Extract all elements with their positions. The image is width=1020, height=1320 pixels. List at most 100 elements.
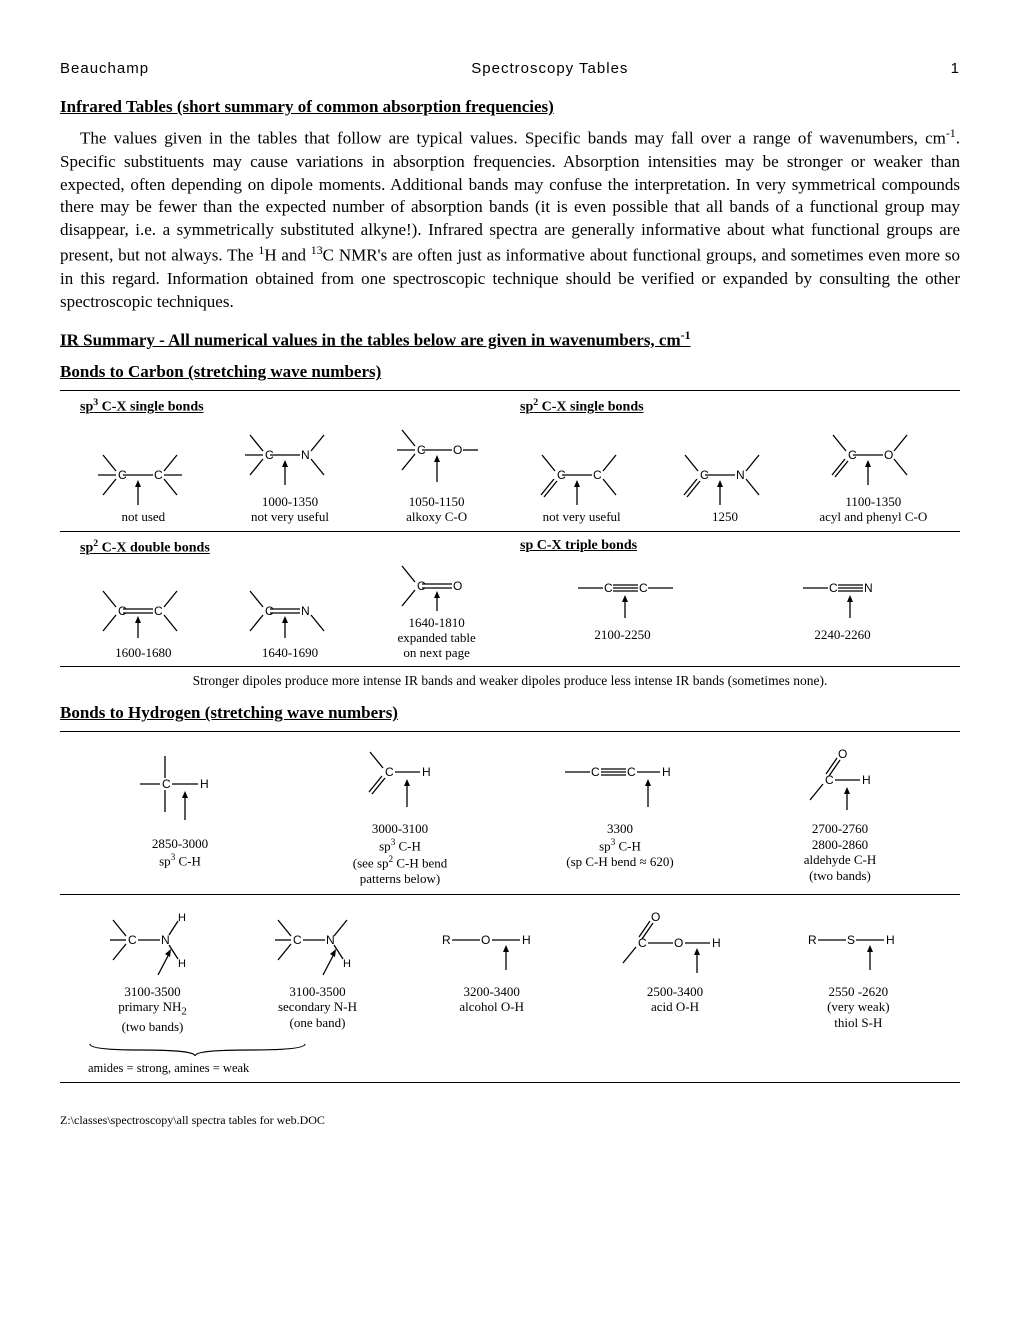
bond-range: 1640-1810 [382,616,492,631]
bond-item: C C not used [88,435,198,525]
bond-range: 1000-1350 [235,495,345,510]
header-center: Spectroscopy Tables [471,60,628,77]
svg-text:C: C [848,448,857,462]
para-text: . Specific substituents may cause variat… [60,129,960,265]
footer-filepath: Z:\classes\spectroscopy\all spectra tabl… [60,1113,960,1128]
bond-range: 2550 -2620 [767,984,950,1000]
bond-range: 2500-3400 [583,984,766,1000]
header-left: Beauchamp [60,60,149,77]
bond-range: not very useful [527,510,637,525]
bond-desc: patterns below) [290,871,510,887]
bond-item: C N 1640-1690 [235,576,345,661]
sp3-cn-icon: C N [235,420,345,495]
svg-text:C: C [128,933,137,947]
bond-desc: (two bands) [70,1019,235,1035]
svg-text:H: H [178,912,186,924]
diagram-row: C H 2850-3000 sp3 C-H C H [60,732,960,894]
sp2-cn-single-icon: C N [670,435,780,510]
cc-double-icon: C C [88,576,198,646]
svg-text:H: H [422,765,431,779]
bond-item: C H 2850-3000 sp3 C-H [70,742,290,886]
sp3-co-icon: C O [382,420,492,495]
bond-item: C C not very useful [527,435,637,525]
bond-range: 3100-3500 [235,984,400,1000]
svg-text:S: S [847,933,855,947]
title-bonds-hydrogen: Bonds to Hydrogen (stretching wave numbe… [60,703,960,723]
svg-text:O: O [674,936,683,950]
bond-item: C H 3000-3100 sp3 C-H (see sp2 C-H bend … [290,742,510,886]
para-sup: -1 [946,126,956,140]
svg-text:N: N [301,604,310,618]
svg-text:C: C [593,468,602,482]
svg-text:O: O [453,443,462,457]
bond-item: C N H H 3100-3500 primary NH2 (two bands… [70,905,235,1034]
brace-icon [70,1042,330,1058]
bond-desc: acyl and phenyl C-O [813,510,933,525]
bond-range: 1600-1680 [88,646,198,661]
bond-desc: on next page [382,646,492,661]
title-text: IR Summary - All numerical values in the… [60,330,681,349]
svg-text:N: N [864,581,873,595]
svg-text:C: C [627,765,636,779]
svg-text:H: H [662,765,671,779]
svg-text:C: C [604,581,613,595]
co-double-icon: C O [382,561,492,616]
svg-text:C: C [154,604,163,618]
bond-range: 2700-2760 [730,821,950,837]
cn-double-icon: C N [235,576,345,646]
bond-desc: (very weak) [767,999,950,1015]
svg-text:O: O [651,910,660,924]
brace-note: amides = strong, amines = weak [88,1061,950,1076]
page-header: Beauchamp Spectroscopy Tables 1 [60,60,960,77]
svg-text:H: H [862,773,871,787]
svg-text:N: N [326,933,335,947]
bond-item: C O 1100-1350 acyl and phenyl C-O [813,420,933,525]
diagram-row: sp3 C-X single bonds C C [60,391,960,531]
svg-text:O: O [884,448,893,462]
bond-range: 2240-2260 [783,628,903,643]
para-sup: 13 [311,243,323,257]
bond-item: C N 2240-2260 [783,558,903,643]
bond-item: C N H 3100-3500 secondary N-H (one band) [235,905,400,1034]
title-bonds-carbon: Bonds to Carbon (stretching wave numbers… [60,362,960,382]
bond-desc: secondary N-H [235,999,400,1015]
bond-desc: (one band) [235,1015,400,1031]
sp3-cc-icon: C C [88,435,198,510]
bonds-hydrogen-diagram: C H 2850-3000 sp3 C-H C H [60,731,960,1083]
bond-desc: (two bands) [730,868,950,884]
bond-item: C C 1600-1680 [88,576,198,661]
bond-item: C O 1050-1150 alkoxy C-O [382,420,492,525]
svg-text:O: O [453,579,462,593]
svg-text:H: H [343,958,351,970]
secondary-nh-icon: C N H [263,905,373,980]
bond-desc: alcohol O-H [400,999,583,1015]
thiol-sh-icon: R S H [788,905,928,980]
bond-desc: thiol S-H [767,1015,950,1031]
bond-desc: (see sp2 C-H bend [290,854,510,871]
svg-text:O: O [838,747,847,761]
primary-nh2-icon: C N H H [98,905,208,980]
bond-range: 1640-1690 [235,646,345,661]
sp2-co-single-icon: C O [813,420,933,495]
bond-desc: alkoxy C-O [382,510,492,525]
bond-range: 1050-1150 [382,495,492,510]
para-text: H and [264,246,310,265]
intro-paragraph: The values given in the tables that foll… [60,125,960,314]
group-label: sp3 C-X single bonds [80,397,510,416]
svg-text:C: C [557,468,566,482]
bond-desc: sp3 C-H [70,852,290,869]
cn-triple-icon: C N [783,558,903,628]
bond-range: not used [88,510,198,525]
sp2-ch-icon: C H [340,742,460,817]
diagram-row: sp2 C-X double bonds C C [60,531,960,666]
svg-text:R: R [442,933,451,947]
bond-desc: primary NH2 [70,999,235,1019]
bond-range: 2850-3000 [70,836,290,852]
bond-range: 2800-2860 [730,837,950,853]
bond-item: R O H 3200-3400 alcohol O-H [400,905,583,1034]
bond-range: 1250 [670,510,780,525]
svg-text:H: H [886,933,895,947]
para-text: The values given in the tables that foll… [80,129,946,148]
diagram-row: C N H H 3100-3500 primary NH2 (two bands… [60,894,960,1042]
brace-row: amides = strong, amines = weak [60,1042,960,1082]
